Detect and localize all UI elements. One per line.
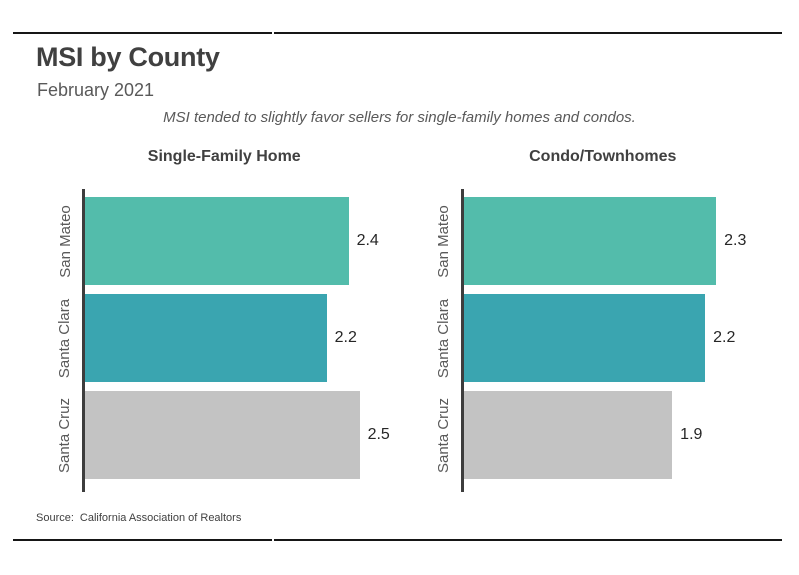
bar-track: 2.3 <box>463 197 783 285</box>
bar <box>463 197 717 285</box>
category-label: Santa Clara <box>45 294 85 382</box>
charts-row: Single-Family Home San Mateo 2.4 Santa C… <box>45 148 783 492</box>
category-label: Santa Cruz <box>424 391 464 479</box>
chart-plot-area: San Mateo 2.3 Santa Clara 2.2 Santa Cruz <box>424 189 783 492</box>
chart-title: Condo/Townhomes <box>529 148 677 165</box>
chart-plot-area: San Mateo 2.4 Santa Clara 2.2 Santa Cruz <box>45 189 404 492</box>
bar <box>85 391 360 479</box>
bar-row: Santa Cruz 1.9 <box>424 391 783 479</box>
category-label-text: Santa Clara <box>56 298 74 378</box>
chart-note: MSI tended to slightly favor sellers for… <box>163 109 636 126</box>
bar <box>85 197 349 285</box>
value-label: 2.2 <box>334 329 357 346</box>
bar-track: 1.9 <box>463 391 783 479</box>
bar-row: San Mateo 2.3 <box>424 197 783 285</box>
value-label: 1.9 <box>680 426 703 443</box>
category-label-text: Santa Cruz <box>435 397 453 473</box>
bar-track: 2.2 <box>85 294 404 382</box>
page-date: February 2021 <box>37 80 155 100</box>
category-label: San Mateo <box>424 197 464 285</box>
category-label: San Mateo <box>45 197 85 285</box>
bar-row: Santa Cruz 2.5 <box>45 391 404 479</box>
bar-row: Santa Clara 2.2 <box>45 294 404 382</box>
source-text: California Association of Realtors <box>79 512 242 524</box>
source-label: Source: <box>36 512 74 524</box>
category-label: Santa Clara <box>424 294 464 382</box>
bar-track: 2.4 <box>85 197 404 285</box>
top-rule-left <box>13 32 272 34</box>
category-label-text: San Mateo <box>56 204 74 278</box>
value-label: 2.3 <box>724 232 747 249</box>
category-label: Santa Cruz <box>45 391 85 479</box>
bar-row: Santa Clara 2.2 <box>424 294 783 382</box>
bar-track: 2.2 <box>463 294 783 382</box>
chart-panel-condo-townhomes: Condo/Townhomes San Mateo 2.3 Santa Clar… <box>424 148 783 492</box>
chart-title: Single-Family Home <box>147 148 301 165</box>
y-axis-line <box>460 189 464 492</box>
y-axis-line <box>82 189 85 492</box>
category-label-text: Santa Clara <box>435 298 452 378</box>
value-label: 2.5 <box>367 426 390 443</box>
bar <box>463 391 673 479</box>
top-rule-right <box>274 32 782 34</box>
category-label-text: San Mateo <box>435 204 453 278</box>
value-label: 2.4 <box>356 232 379 249</box>
category-label-text: Santa Cruz <box>56 397 74 473</box>
chart-panel-single-family: Single-Family Home San Mateo 2.4 Santa C… <box>45 148 404 492</box>
page-title: MSI by County <box>36 42 220 72</box>
bar-track: 2.5 <box>85 391 404 479</box>
value-label: 2.2 <box>713 329 736 346</box>
bar-row: San Mateo 2.4 <box>45 197 404 285</box>
bar <box>85 294 327 382</box>
bar <box>463 294 706 382</box>
source-line: Source: California Association of Realtor… <box>36 512 241 524</box>
bottom-rule-right <box>274 539 782 541</box>
bottom-rule-left <box>13 539 272 541</box>
